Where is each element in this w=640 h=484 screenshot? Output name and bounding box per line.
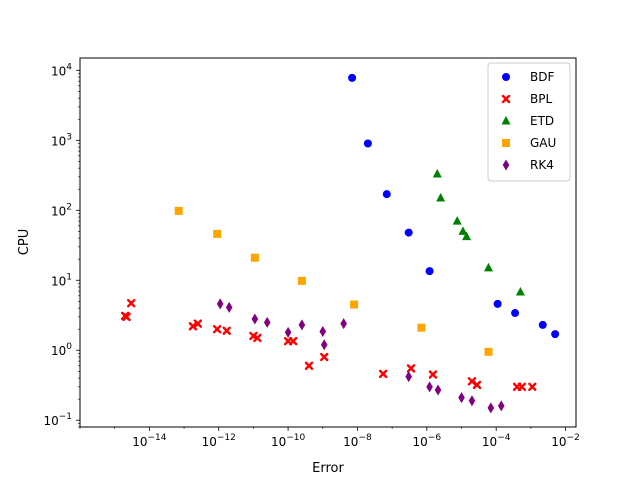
legend-marker-bdf xyxy=(502,73,510,81)
data-point-rk4 xyxy=(434,384,442,396)
data-point-bpl xyxy=(212,324,222,334)
data-point-rk4 xyxy=(263,316,271,328)
legend-label-bdf: BDF xyxy=(530,70,554,84)
legend-entry-rk4: RK4 xyxy=(502,158,554,172)
data-point-rk4 xyxy=(405,371,412,383)
data-point-gau xyxy=(417,323,426,332)
data-point-gau xyxy=(250,253,259,262)
legend: BDF BPL ETD GAU RK4 xyxy=(487,62,571,182)
plot-area xyxy=(120,73,560,414)
data-point-rk4 xyxy=(216,298,224,310)
legend-entry-bpl: BPL xyxy=(501,92,552,106)
data-point-etd xyxy=(432,168,442,178)
series-rk4 xyxy=(216,298,505,414)
series-gau xyxy=(174,206,493,356)
data-point-rk4 xyxy=(426,381,433,393)
data-point-bpl xyxy=(288,336,298,346)
data-point-gau xyxy=(484,347,493,356)
data-point-rk4 xyxy=(320,339,328,351)
data-point-bpl xyxy=(188,322,198,331)
y-axis-label: CPU xyxy=(17,229,32,255)
data-point-rk4 xyxy=(487,402,495,414)
data-point-bdf xyxy=(382,190,391,199)
data-point-rk4 xyxy=(468,395,476,407)
series-etd xyxy=(432,168,525,296)
data-point-bpl xyxy=(320,352,329,362)
data-point-bdf xyxy=(348,73,357,82)
legend-label-gau: GAU xyxy=(530,136,556,150)
data-point-bpl xyxy=(517,382,527,392)
data-point-bdf xyxy=(363,139,372,148)
data-point-bpl xyxy=(406,364,416,373)
data-point-bdf xyxy=(493,299,502,308)
data-point-bpl xyxy=(122,312,131,322)
data-point-bdf xyxy=(551,330,560,339)
data-point-rk4 xyxy=(225,301,233,313)
data-point-etd xyxy=(436,192,446,202)
data-point-rk4 xyxy=(251,313,259,325)
axes-frame xyxy=(79,57,577,428)
data-point-bpl xyxy=(528,382,537,392)
legend-entry-bdf: BDF xyxy=(502,70,554,84)
legend-marker-bpl xyxy=(501,94,511,104)
data-point-gau xyxy=(213,229,222,238)
legend-marker-rk4 xyxy=(502,159,510,171)
data-point-gau xyxy=(297,276,306,285)
data-point-rk4 xyxy=(319,326,327,338)
x-axis-label: Error xyxy=(312,461,344,476)
data-point-bpl xyxy=(428,370,438,379)
legend-entry-gau: GAU xyxy=(502,136,556,150)
data-point-rk4 xyxy=(458,392,465,404)
series-bdf xyxy=(348,73,560,339)
legend-entry-etd: ETD xyxy=(501,114,554,128)
data-point-bdf xyxy=(404,228,413,237)
legend-label-rk4: RK4 xyxy=(530,158,554,172)
data-point-bdf xyxy=(538,320,547,329)
legend-label-etd: ETD xyxy=(530,114,554,128)
data-point-gau xyxy=(174,206,183,215)
data-point-etd xyxy=(483,262,493,272)
data-point-bpl xyxy=(222,326,231,335)
data-point-etd xyxy=(458,226,468,235)
data-point-rk4 xyxy=(284,326,292,338)
data-point-bpl xyxy=(249,331,258,341)
x-axis: 10−14 10−12 10−10 10−8 10−6 10−4 10−2 xyxy=(79,427,580,449)
data-point-bdf xyxy=(511,309,520,318)
data-point-bpl xyxy=(193,319,203,328)
data-point-bpl xyxy=(378,369,388,379)
data-point-etd xyxy=(452,216,462,225)
data-point-rk4 xyxy=(497,400,505,412)
data-point-bdf xyxy=(425,267,434,276)
data-point-bpl xyxy=(127,299,136,308)
data-point-bpl xyxy=(253,333,262,343)
legend-marker-etd xyxy=(501,116,511,125)
data-point-gau xyxy=(350,300,359,309)
data-point-rk4 xyxy=(340,318,347,330)
data-point-bpl xyxy=(472,380,482,390)
legend-label-bpl: BPL xyxy=(530,92,552,106)
legend-marker-gau xyxy=(502,139,510,147)
series-bpl xyxy=(120,299,537,392)
data-point-etd xyxy=(515,286,525,296)
data-point-rk4 xyxy=(298,319,306,331)
data-point-etd xyxy=(462,231,472,241)
data-point-bpl xyxy=(304,361,314,370)
legend-box xyxy=(487,62,571,182)
